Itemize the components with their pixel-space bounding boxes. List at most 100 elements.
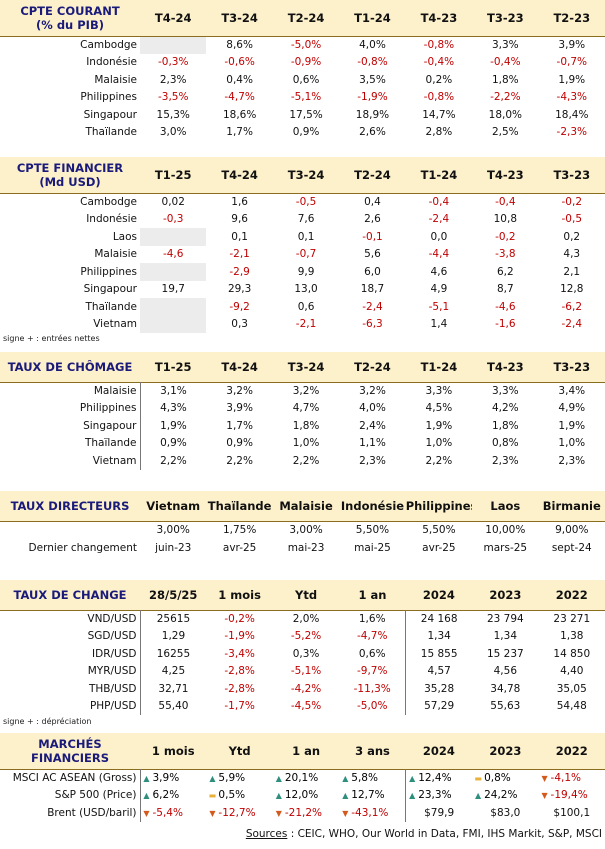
row-label: Philippines (80, 91, 137, 104)
table-cell: -4,7% (356, 630, 388, 643)
table-row: Philippines -3,5% -4,7% -5,1% -1,9% -0,8% -2,2… (0, 89, 605, 107)
column-header: 3 ans (339, 733, 406, 769)
table-cell: 0,9% (292, 126, 320, 139)
table-cell: ▬ 0,5% (206, 787, 272, 805)
column-header: T4-23 (405, 0, 473, 36)
exchange-rates-title: TAUX DE CHANGE (0, 580, 140, 610)
last-change-date: mars-25 (483, 542, 528, 554)
table-cell: 2,5% (491, 126, 519, 139)
table-cell: 4,5% (425, 402, 453, 415)
table-row: Singapour 15,3% 18,6% 17,5% 18,9% 14,7% 18,0% 1… (0, 106, 605, 124)
table-cell: 12,8 (560, 283, 584, 296)
column-header: T4-23 (472, 157, 539, 193)
row-label: Singapour (83, 283, 137, 296)
row-label: PHP/USD (0, 697, 141, 715)
table-cell: 1,4 (430, 318, 448, 331)
table-cell: -1,9% (224, 630, 255, 643)
markets-title: MARCHÉS FINANCIERS (0, 733, 140, 769)
table-cell: 1,6% (358, 613, 386, 625)
table-cell: -0,2 (495, 230, 516, 243)
column-header: 1 mois (206, 580, 273, 610)
table-cell: 18,4% (555, 108, 589, 121)
table-cell: 1,7% (226, 419, 253, 432)
table-cell: 3,0% (159, 126, 187, 139)
table-cell: 9,9 (297, 265, 315, 278)
table-cell: 0,6% (292, 73, 320, 86)
table-cell: ▲ 3,9% (140, 769, 206, 787)
table-cell: 1,1% (359, 437, 386, 450)
table-cell: -0,8% (357, 56, 388, 69)
table-cell: 0,9% (226, 437, 253, 450)
triangle-up-icon: ▲ (342, 774, 349, 783)
unemployment-table: TAUX DE CHÔMAGE T1-25 T4-24 T3-24 T2-24 … (0, 352, 605, 470)
table-cell: 23 794 (486, 613, 524, 625)
table-cell: 8,7 (496, 283, 514, 296)
row-label: Singapour (83, 108, 137, 121)
table-cell: 57,29 (405, 697, 473, 715)
policy-rate-value: 9,00% (555, 524, 589, 537)
table-cell: -2,4 (362, 300, 383, 313)
table-row: Cambodge 0,02 1,6 -0,5 0,4 -0,4 -0,4 -0,2 (0, 193, 605, 211)
column-header: T3-23 (538, 352, 605, 382)
table-cell: 4,6 (430, 265, 448, 278)
table-cell: 4,0% (359, 402, 386, 415)
table-row: Indonésie -0,3 9,6 7,6 2,6 -2,4 10,8 -0,5 (0, 211, 605, 229)
table-cell: ▲ 5,9% (206, 769, 272, 787)
table-cell: -6,3 (362, 318, 383, 331)
table-cell: 3,2% (292, 385, 320, 397)
table-cell: -0,6% (224, 56, 255, 69)
table-cell: -2,3% (556, 126, 587, 139)
table-cell: ▼ -21,2% (273, 804, 339, 822)
table-cell: 1,0% (292, 437, 320, 450)
table-cell: ▲ 20,1% (273, 769, 339, 787)
table-cell: -5,1% (290, 665, 322, 678)
row-label: Laos (112, 230, 137, 243)
last-change-date: mai-25 (354, 542, 391, 554)
cell-value: -12,7% (218, 806, 256, 819)
exchange-rates-note: signe + : dépréciation (3, 717, 92, 726)
cell-value: 3,9% (152, 772, 180, 784)
column-header: T4-24 (140, 0, 207, 36)
policy-rates-title: TAUX DIRECTEURS (0, 491, 140, 521)
table-cell: 1,9% (160, 419, 187, 432)
table-cell: -0,1 (362, 230, 383, 243)
table-cell: 55,63 (490, 700, 521, 713)
table-cell: 4,7% (292, 402, 320, 415)
table-cell: 0,3 (231, 318, 248, 331)
table-cell: 17,5% (289, 108, 323, 121)
table-cell: 32,71 (158, 682, 189, 695)
last-change-date: sept-24 (551, 542, 592, 554)
table-cell: 3,2% (359, 385, 386, 397)
column-header: T3-24 (272, 157, 340, 193)
table-cell: 1,8% (491, 419, 519, 432)
row-label: S&P 500 (Price) (0, 786, 141, 804)
cell-value: 12,4% (418, 772, 452, 784)
row-label: Thaïlande (85, 300, 137, 313)
table-cell: -0,7% (556, 56, 587, 69)
table-cell: ▲ 23,3% (405, 786, 473, 804)
column-header: 1 mois (140, 733, 207, 769)
last-change-date: avr-25 (422, 542, 456, 554)
table-row: Malaisie -4,6 -2,1 -0,7 5,6 -4,4 -3,8 4,3 (0, 246, 605, 264)
table-cell: 4,3% (160, 402, 187, 415)
row-label: Indonésie (86, 213, 137, 226)
column-header: T2-24 (272, 0, 340, 36)
row-label: Brent (USD/baril) (0, 804, 141, 822)
column-header: 1 an (339, 580, 406, 610)
table-cell: 6,0 (364, 265, 381, 278)
table-cell: 1,9% (558, 73, 586, 86)
column-header: Thaïlande (206, 491, 273, 521)
table-row: Philippines -2,9 9,9 6,0 4,6 6,2 2,1 (0, 263, 605, 281)
flat-bar-icon: ▬ (208, 791, 217, 801)
table-cell: 4,9% (558, 402, 586, 415)
table-cell: -6,2 (561, 300, 583, 313)
triangle-up-icon: ▲ (275, 791, 282, 801)
table-cell: -2,9 (229, 265, 250, 278)
table-cell: ▲ 6,2% (140, 787, 206, 805)
table-cell: -9,7% (356, 665, 388, 678)
column-header: T3-24 (206, 0, 273, 36)
table-cell: -4,3% (556, 91, 587, 104)
table-cell: 15,3% (156, 108, 190, 121)
row-label: MSCI AC ASEAN (Gross) (0, 769, 141, 787)
table-cell: 16255 (156, 647, 191, 660)
